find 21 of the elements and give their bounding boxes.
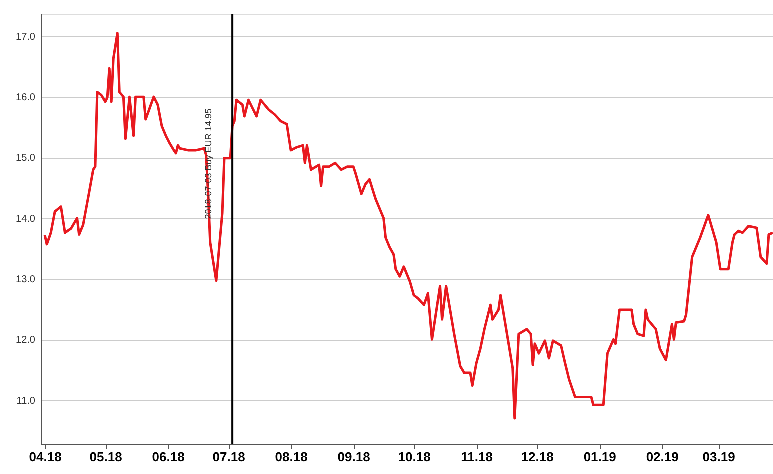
y-tick-label: 16.0 — [16, 92, 36, 104]
x-tick-label: 11.18 — [461, 450, 493, 464]
x-tick-label: 05.18 — [90, 450, 122, 464]
x-tick-label: 03.19 — [702, 450, 736, 464]
x-tick-label: 08.18 — [275, 450, 308, 464]
y-tick-label: 13.0 — [16, 274, 36, 286]
x-tick-label: 04.18 — [29, 450, 62, 464]
x-tick-label: 10.18 — [398, 450, 431, 464]
y-tick-label: 12.0 — [16, 335, 36, 346]
y-tick-label: 11.0 — [16, 396, 36, 407]
x-tick-label: 06.18 — [152, 450, 185, 464]
x-tick-label: 01.19 — [584, 450, 616, 464]
line-series — [44, 32, 773, 420]
y-tick-label: 17.0 — [16, 32, 36, 43]
x-tick-label: 09.18 — [338, 450, 370, 464]
y-tick-label: 14.0 — [16, 214, 36, 225]
x-tick-label: 12.18 — [521, 450, 554, 464]
x-tick-label: 07.18 — [212, 450, 246, 464]
x-tick-label: 02.19 — [646, 450, 679, 464]
y-tick-label: 15.0 — [16, 153, 36, 164]
ref-line-label: 2018-07-03 Buy EUR 14.95 — [204, 108, 214, 220]
